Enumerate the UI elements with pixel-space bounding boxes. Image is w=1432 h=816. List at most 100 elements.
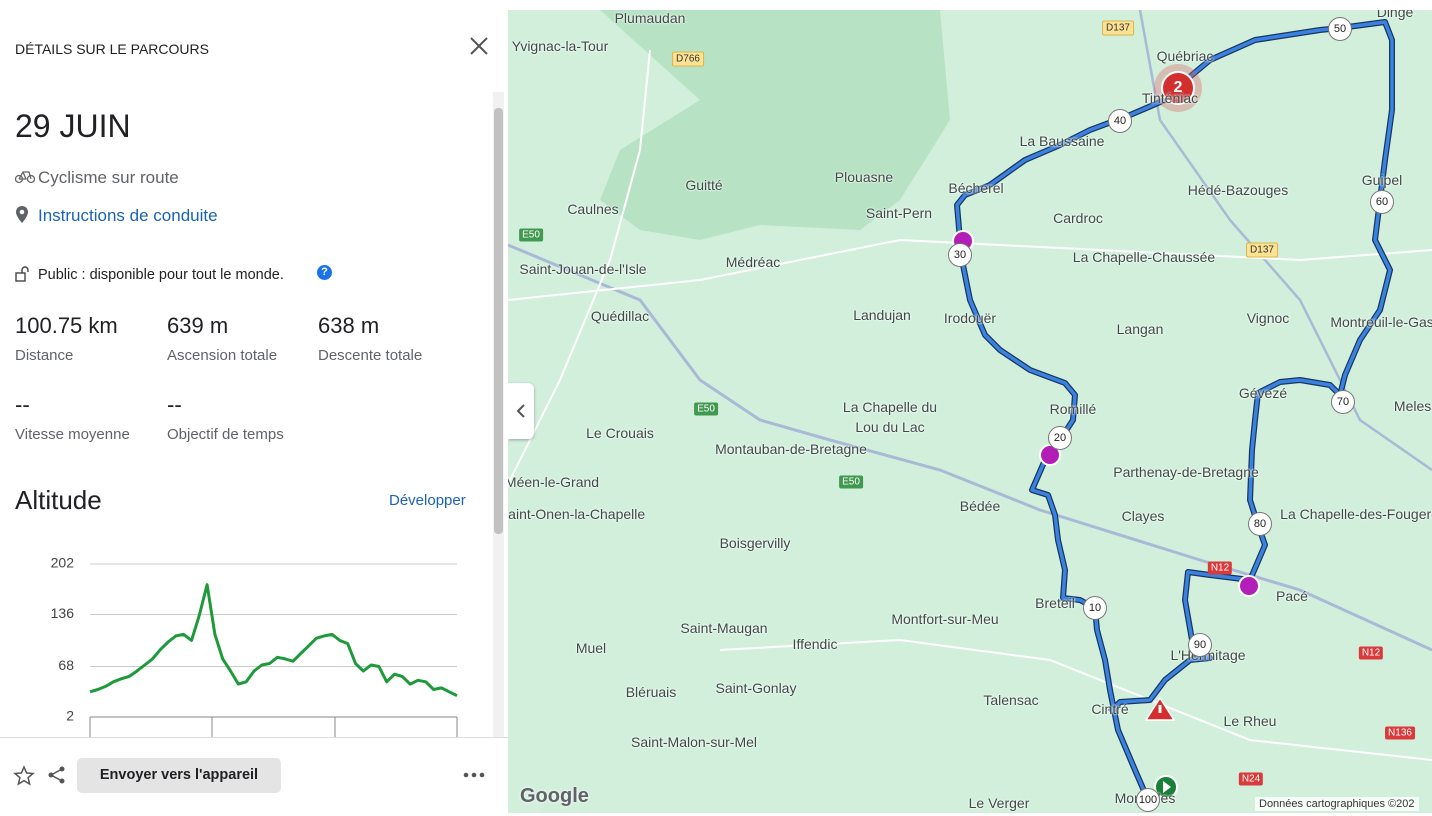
road-label: D137 <box>1102 20 1134 36</box>
place-label: Cintré <box>1091 701 1129 717</box>
y-tick-label: 202 <box>51 555 75 571</box>
road-label: E50 <box>839 475 863 489</box>
place-label: Saint-Malon-sur-Mel <box>630 734 758 750</box>
km-marker[interactable]: 70 <box>1331 390 1355 414</box>
km-marker[interactable]: 50 <box>1328 17 1352 41</box>
place-label: Bléruais <box>625 684 677 700</box>
place-label: Médréac <box>725 254 781 270</box>
road-label: D766 <box>672 51 704 67</box>
visibility-text: Public : disponible pour tout le monde. <box>38 267 284 283</box>
star-button[interactable] <box>13 765 35 787</box>
place-label: Saint-Maugan <box>680 620 768 636</box>
cluster-marker[interactable] <box>1161 71 1195 105</box>
km-marker[interactable]: 20 <box>1048 426 1072 450</box>
y-tick-label: 68 <box>58 657 74 673</box>
place-label: Montfort-sur-Meu <box>891 611 999 627</box>
road-label: D137 <box>1246 242 1278 258</box>
place-label: Caulnes <box>567 201 619 217</box>
place-label: Le Crouais <box>586 425 654 441</box>
place-label: Yvignac-la-Tour <box>511 38 609 54</box>
altitude-title: Altitude <box>15 485 102 515</box>
place-label: Clayes <box>1121 508 1165 524</box>
km-marker[interactable]: 80 <box>1248 512 1272 536</box>
map-layer: Dingé Plumaudan Yvignac-la-Tour Québriac Tin… <box>508 10 1432 813</box>
place-label: Langan <box>1116 321 1164 337</box>
help-icon[interactable]: ? <box>317 265 332 280</box>
scroll-thumb[interactable] <box>494 108 503 534</box>
stat-label: Distance <box>15 347 74 364</box>
more-button[interactable] <box>462 770 488 780</box>
road <box>508 238 1432 301</box>
place-label: Breteil <box>1035 595 1075 611</box>
stat-label: Ascension totale <box>167 347 278 364</box>
map-logo: Google <box>520 785 589 807</box>
place-label: Le Verger <box>968 795 1030 811</box>
expand-link[interactable]: Développer <box>389 492 466 509</box>
place-label: Saint-Onen-la-Chapelle <box>508 506 646 522</box>
bike-icon <box>15 171 35 184</box>
road <box>719 638 1432 761</box>
send-button[interactable]: Envoyer vers l'appareil <box>77 758 281 793</box>
road-label: N12 <box>1207 561 1233 575</box>
km-marker[interactable]: 100 <box>1136 788 1160 812</box>
place-label: Iffendic <box>792 636 838 652</box>
place-label: Hédé-Bazouges <box>1187 182 1289 198</box>
route-panel: DÉTAILS SUR LE PARCOURS 29 JUIN Cyclisme… <box>0 0 508 816</box>
divider <box>0 737 508 738</box>
place-label: Quédillac <box>590 308 650 324</box>
unlock-icon <box>15 266 29 282</box>
climb-markers <box>952 230 1260 597</box>
km-marker[interactable]: 30 <box>948 243 972 267</box>
place-label: Plumaudan <box>614 10 686 26</box>
road-label: E50 <box>694 402 718 416</box>
km-marker[interactable]: 10 <box>1083 596 1107 620</box>
directions-link[interactable]: Instructions de conduite <box>38 206 218 225</box>
elevation-line <box>89 583 458 697</box>
km-marker[interactable]: 60 <box>1370 190 1394 214</box>
stat-value: 639 m <box>167 313 229 338</box>
place-label: Dingé <box>1376 10 1414 20</box>
place-label: Vignoc <box>1246 310 1290 326</box>
km-marker[interactable]: 90 <box>1188 633 1212 657</box>
place-label: Plouasne <box>834 169 894 185</box>
stat-label: Objectif de temps <box>167 426 284 443</box>
route-date: 29 JUIN <box>15 108 131 144</box>
stat-value: 100.75 km <box>15 313 118 338</box>
start-glyph <box>1163 781 1171 793</box>
place-label: Bédée <box>959 498 1001 514</box>
climb-marker[interactable] <box>1238 575 1260 597</box>
map-attribution[interactable]: Données cartographiques ©202 <box>1255 797 1419 811</box>
place-label: La Chapelle du Lou du Lac <box>842 399 938 435</box>
road-label: N136 <box>1385 726 1415 740</box>
road-label: N12 <box>1358 646 1384 660</box>
pin-icon <box>16 206 28 223</box>
stat-label: Descente totale <box>318 347 423 364</box>
place-label: Saint-Jouan-de-l'Isle <box>519 261 647 277</box>
place-label: Parthenay-de-Bretagne <box>1113 464 1259 480</box>
stat-value: -- <box>15 392 30 417</box>
collapse-icon <box>516 404 525 418</box>
km-marker[interactable]: 40 <box>1108 109 1132 133</box>
place-label: Talensac <box>983 692 1039 708</box>
place-label: Saint-Gonlay <box>715 680 797 696</box>
stat-label: Vitesse moyenne <box>15 426 130 443</box>
place-label: Guipel <box>1361 172 1403 188</box>
place-label: Bécherel <box>948 180 1004 196</box>
place-label: Melesse <box>1393 398 1432 414</box>
place-label: Muel <box>575 640 607 656</box>
close-button[interactable] <box>468 35 490 57</box>
road <box>509 49 651 481</box>
map[interactable]: Dingé Plumaudan Yvignac-la-Tour Québriac Tin… <box>508 10 1432 813</box>
place-label: Tinténiac <box>1141 90 1199 106</box>
place-label: Boisgervilly <box>719 535 791 551</box>
activity-type: Cyclisme sur route <box>38 168 179 187</box>
share-button[interactable] <box>47 765 67 785</box>
place-label: Le Rheu <box>1223 713 1277 729</box>
place-label: Montauban-de-Bretagne <box>715 441 867 457</box>
place-label: La Chapelle-Chaussée <box>1072 249 1216 265</box>
place-label: Cardroc <box>1053 210 1103 226</box>
place-label: Landujan <box>853 307 911 323</box>
collapse-button[interactable] <box>508 383 534 439</box>
